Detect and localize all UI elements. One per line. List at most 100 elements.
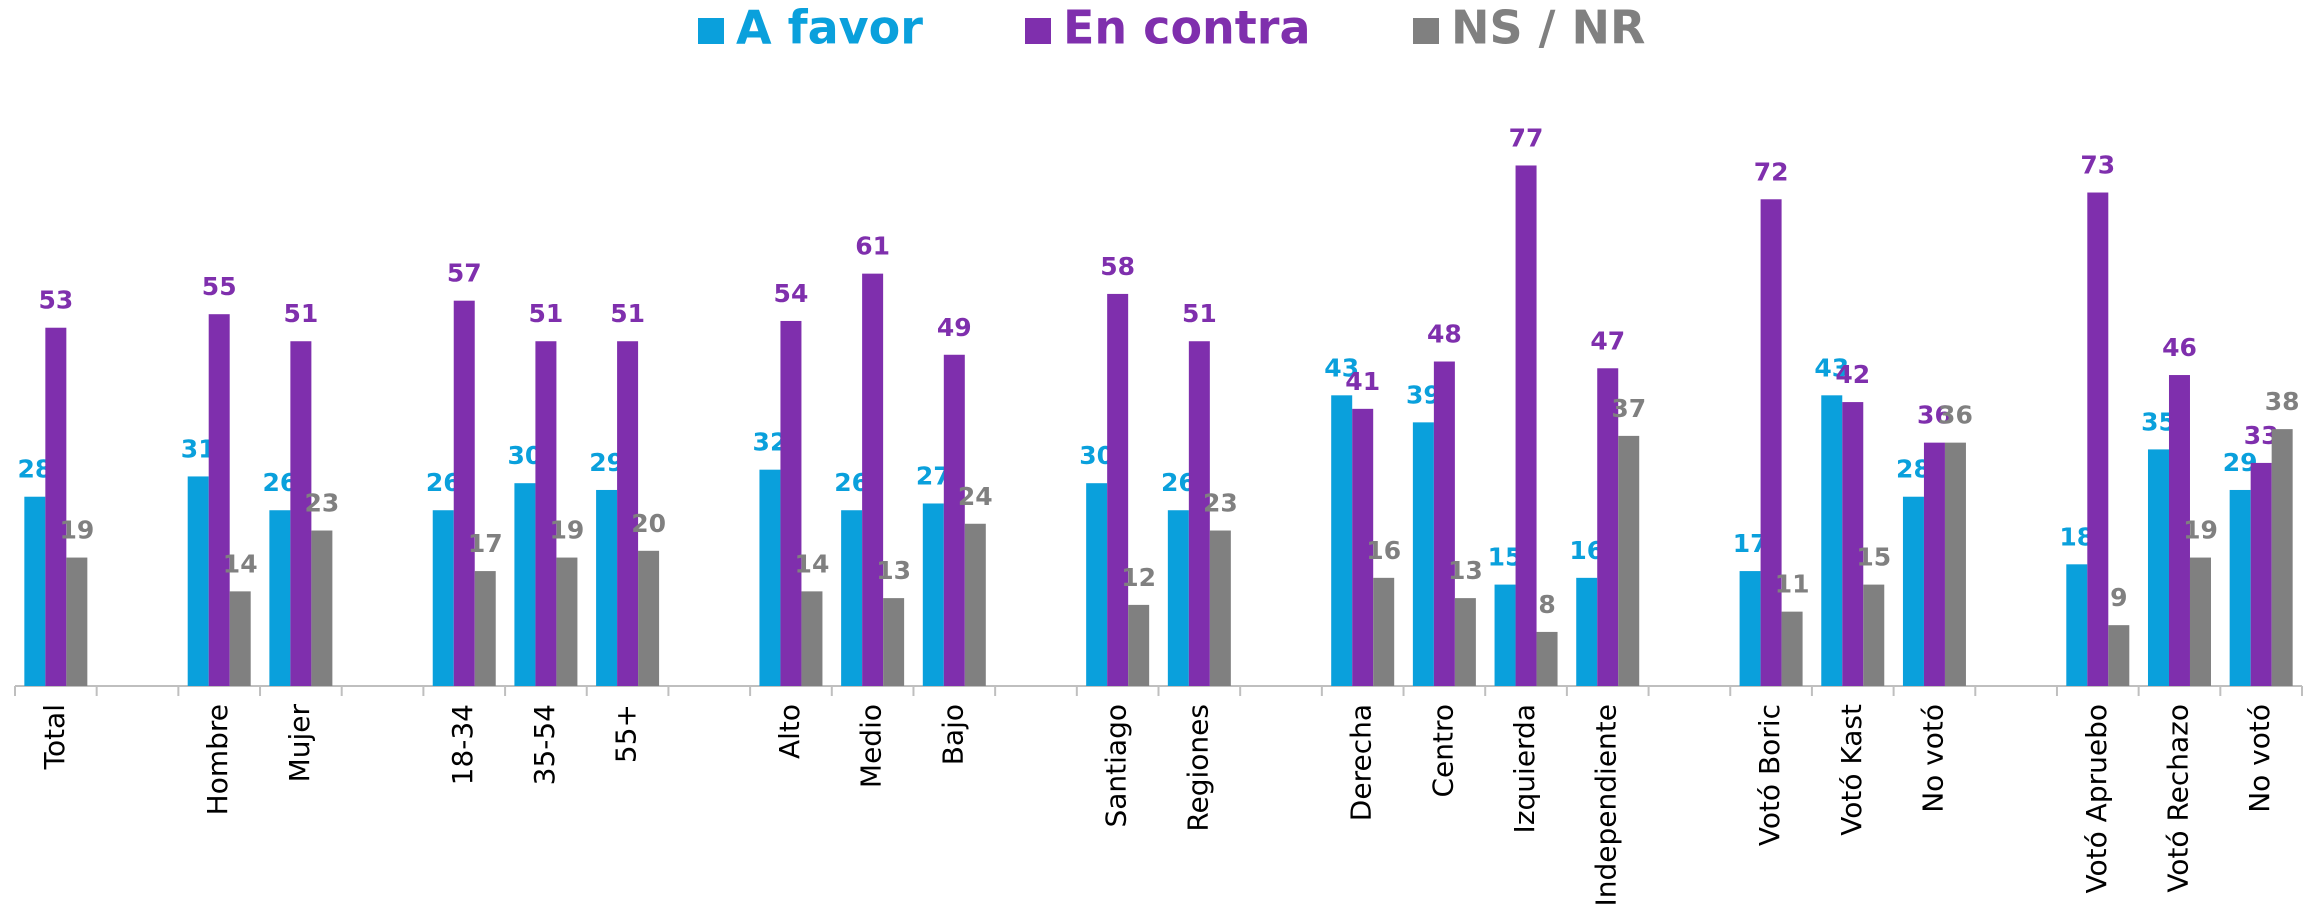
data-label: 55 <box>202 272 237 301</box>
bar <box>2229 489 2251 686</box>
bar <box>2147 449 2169 686</box>
bar <box>187 476 209 686</box>
legend-label: A favor <box>736 1 923 55</box>
bar <box>45 327 67 686</box>
bar <box>24 496 46 686</box>
x-tick-label: Alto <box>773 704 806 759</box>
data-label: 24 <box>958 482 993 511</box>
data-label: 38 <box>2265 387 2300 416</box>
data-label: 47 <box>1590 326 1625 355</box>
x-tick-label: Centro <box>1426 704 1459 798</box>
data-label: 48 <box>1427 320 1462 349</box>
bar <box>66 557 88 686</box>
x-tick-label: Hombre <box>201 704 234 815</box>
data-label: 72 <box>1754 157 1789 186</box>
x-tick-label: Votó Boric <box>1753 704 1786 846</box>
bar <box>535 341 557 686</box>
bar <box>1760 199 1782 686</box>
legend-swatch <box>1025 18 1051 44</box>
bar <box>922 503 944 686</box>
bar <box>208 314 230 686</box>
bar <box>1331 395 1353 686</box>
bar <box>964 523 986 686</box>
bar <box>1576 577 1598 686</box>
x-tick-label: 55+ <box>610 704 643 763</box>
bar <box>453 300 475 686</box>
bar <box>780 320 802 686</box>
bar <box>2168 375 2190 686</box>
bar <box>556 557 578 686</box>
data-label: 57 <box>447 259 482 288</box>
data-label: 20 <box>631 509 666 538</box>
data-label: 36 <box>1938 401 1973 430</box>
data-label: 51 <box>610 299 645 328</box>
bar <box>1515 165 1537 687</box>
data-label: 14 <box>795 549 830 578</box>
bar <box>229 591 251 686</box>
x-tick-label: Votó Rechazo <box>2161 704 2194 893</box>
data-label: 9 <box>2110 583 2127 612</box>
bar <box>1618 435 1640 686</box>
bar <box>1739 571 1761 686</box>
data-label: 77 <box>1509 123 1544 152</box>
data-label: 51 <box>529 299 564 328</box>
data-label: 49 <box>937 313 972 342</box>
x-tick-label: Mujer <box>283 704 316 783</box>
bar <box>2066 564 2088 686</box>
data-label: 12 <box>1121 563 1156 592</box>
bar <box>1209 530 1231 686</box>
data-label: 19 <box>550 516 585 545</box>
x-tick-label: Santiago <box>1100 704 1133 828</box>
bar <box>759 469 781 686</box>
bar <box>1821 395 1843 686</box>
data-label: 46 <box>2162 333 2197 362</box>
x-tick-label: Izquierda <box>1508 704 1541 833</box>
x-tick-label: Votó Apruebo <box>2080 704 2113 893</box>
bar <box>883 598 905 686</box>
data-label: 13 <box>1448 556 1483 585</box>
x-tick-label: Independiente <box>1590 704 1623 906</box>
data-label: 73 <box>2080 151 2115 180</box>
bar <box>269 510 291 686</box>
bar <box>801 591 823 686</box>
data-label: 43 <box>1814 353 1849 382</box>
bar <box>1167 510 1189 686</box>
data-label: 42 <box>1835 360 1870 389</box>
bar <box>311 530 333 686</box>
x-tick-label: Votó Kast <box>1835 704 1868 836</box>
bar <box>638 550 660 686</box>
data-label: 17 <box>468 529 503 558</box>
bar <box>1352 408 1374 686</box>
bar <box>474 571 496 686</box>
bar <box>1902 496 1924 686</box>
x-tick-label: Regiones <box>1181 704 1214 832</box>
x-tick-label: Medio <box>855 704 888 788</box>
bar <box>943 354 965 686</box>
data-label: 51 <box>283 299 318 328</box>
bar <box>432 510 454 686</box>
bar <box>2271 429 2293 686</box>
bar <box>1536 631 1558 686</box>
bar <box>596 489 618 686</box>
bar <box>514 483 536 686</box>
data-label: 53 <box>38 286 73 315</box>
data-label: 54 <box>774 279 809 308</box>
bar <box>1373 577 1395 686</box>
bar <box>1107 293 1129 686</box>
bar <box>862 273 884 686</box>
data-label: 8 <box>1538 590 1555 619</box>
bar <box>1433 361 1455 686</box>
data-label: 19 <box>59 516 94 545</box>
x-tick-label: Bajo <box>936 704 969 765</box>
x-tick-label: 18-34 <box>446 704 479 785</box>
bar <box>2250 462 2272 686</box>
bar <box>617 341 639 686</box>
legend-swatch <box>1413 18 1439 44</box>
bar <box>1412 422 1434 686</box>
data-label: 19 <box>2183 516 2218 545</box>
bar <box>290 341 312 686</box>
bar <box>1923 442 1945 686</box>
bar <box>1494 584 1516 686</box>
data-label: 61 <box>855 232 890 261</box>
